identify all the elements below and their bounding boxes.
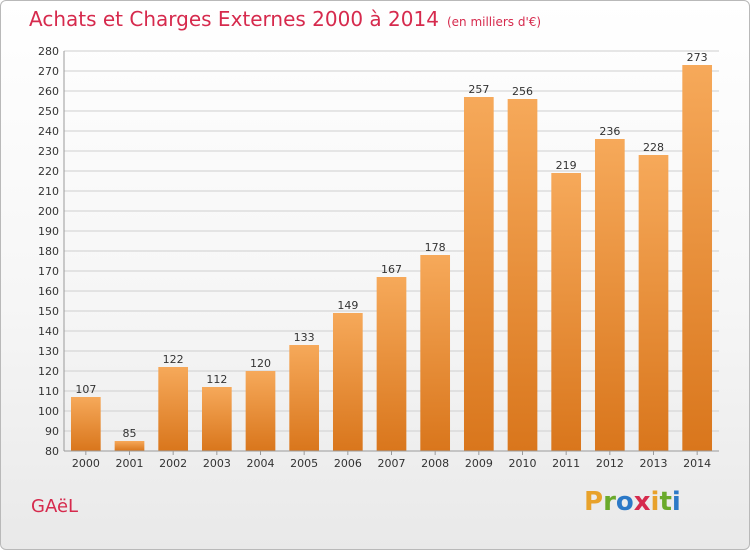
y-tick-label: 160 <box>38 285 59 298</box>
y-tick-label: 100 <box>38 405 59 418</box>
bar-2006 <box>332 313 363 451</box>
y-tick-label: 130 <box>38 345 59 358</box>
logo-letter: x <box>633 487 651 517</box>
town-name: GAëL <box>31 496 79 517</box>
value-label: 257 <box>468 83 489 96</box>
value-label: 273 <box>687 51 708 64</box>
x-tick-label: 2009 <box>465 457 493 470</box>
y-tick-label: 260 <box>38 85 59 98</box>
value-label: 228 <box>643 141 664 154</box>
x-tick-label: 2012 <box>596 457 624 470</box>
bar-2003 <box>201 387 232 451</box>
y-tick-label: 140 <box>38 325 59 338</box>
y-tick-label: 280 <box>38 45 59 58</box>
bar-2010 <box>507 99 538 451</box>
y-tick-label: 90 <box>45 425 59 438</box>
x-tick-label: 2000 <box>72 457 100 470</box>
value-label: 167 <box>381 263 402 276</box>
bar-2011 <box>551 173 582 451</box>
bar-2000 <box>70 397 101 451</box>
y-tick-label: 250 <box>38 105 59 118</box>
y-tick-label: 220 <box>38 165 59 178</box>
y-tick-label: 240 <box>38 125 59 138</box>
x-tick-label: 2002 <box>159 457 187 470</box>
x-tick-label: 2005 <box>290 457 318 470</box>
x-tick-label: 2003 <box>203 457 231 470</box>
bar-2005 <box>289 345 320 451</box>
y-tick-label: 170 <box>38 265 59 278</box>
logo-letter: i <box>671 487 681 517</box>
bar-2013 <box>638 155 669 451</box>
value-label: 122 <box>163 353 184 366</box>
logo-letter: r <box>603 487 616 517</box>
value-label: 133 <box>294 331 315 344</box>
x-tick-label: 2006 <box>334 457 362 470</box>
x-tick-label: 2013 <box>640 457 668 470</box>
logo-letter: t <box>659 487 672 517</box>
bar-2012 <box>594 139 625 451</box>
value-label: 178 <box>425 241 446 254</box>
bar-2002 <box>158 367 189 451</box>
bar-2009 <box>463 97 494 451</box>
x-tick-label: 2004 <box>247 457 275 470</box>
y-tick-label: 150 <box>38 305 59 318</box>
logo-letter: i <box>650 487 660 517</box>
chart-title-text: Achats et Charges Externes 2000 à 2014 <box>29 7 439 31</box>
y-tick-label: 80 <box>45 445 59 458</box>
y-tick-label: 230 <box>38 145 59 158</box>
bar-2004 <box>245 371 276 451</box>
chart-unit: (en milliers d'€) <box>446 15 542 29</box>
bar-2014 <box>682 65 713 451</box>
value-label: 236 <box>599 125 620 138</box>
value-label: 219 <box>556 159 577 172</box>
x-tick-label: 2011 <box>552 457 580 470</box>
x-tick-label: 2001 <box>116 457 144 470</box>
x-tick-label: 2007 <box>378 457 406 470</box>
x-tick-label: 2010 <box>509 457 537 470</box>
y-tick-label: 180 <box>38 245 59 258</box>
x-tick-label: 2014 <box>683 457 711 470</box>
logo-letter: o <box>615 487 634 517</box>
value-label: 107 <box>75 383 96 396</box>
value-label: 256 <box>512 85 533 98</box>
y-tick-label: 190 <box>38 225 59 238</box>
y-tick-label: 120 <box>38 365 59 378</box>
proxiti-logo: Proxiti <box>584 487 681 517</box>
value-labels: 107 85 122 112 120 133 149 167 178 257 256 219 236 22… <box>75 51 707 440</box>
y-axis: 80 90 100 110 120 130 140 150 160 170 180 190 200 210… <box>38 45 65 458</box>
y-tick-label: 210 <box>38 185 59 198</box>
x-axis: 2000 2001 2002 2003 2004 2005 2006 2007 2008 2009… <box>64 450 719 470</box>
value-label: 149 <box>337 299 358 312</box>
bar-2008 <box>420 255 451 451</box>
y-tick-label: 200 <box>38 205 59 218</box>
bars <box>70 65 713 451</box>
y-tick-label: 270 <box>38 65 59 78</box>
value-label: 112 <box>206 373 227 386</box>
bar-2001 <box>114 441 145 451</box>
value-label: 85 <box>123 427 137 440</box>
y-tick-label: 110 <box>38 385 59 398</box>
x-tick-label: 2008 <box>421 457 449 470</box>
value-label: 120 <box>250 357 271 370</box>
chart-title: Achats et Charges Externes 2000 à 2014 (e… <box>29 7 541 31</box>
bar-2007 <box>376 277 407 451</box>
logo-letter: P <box>584 487 604 517</box>
